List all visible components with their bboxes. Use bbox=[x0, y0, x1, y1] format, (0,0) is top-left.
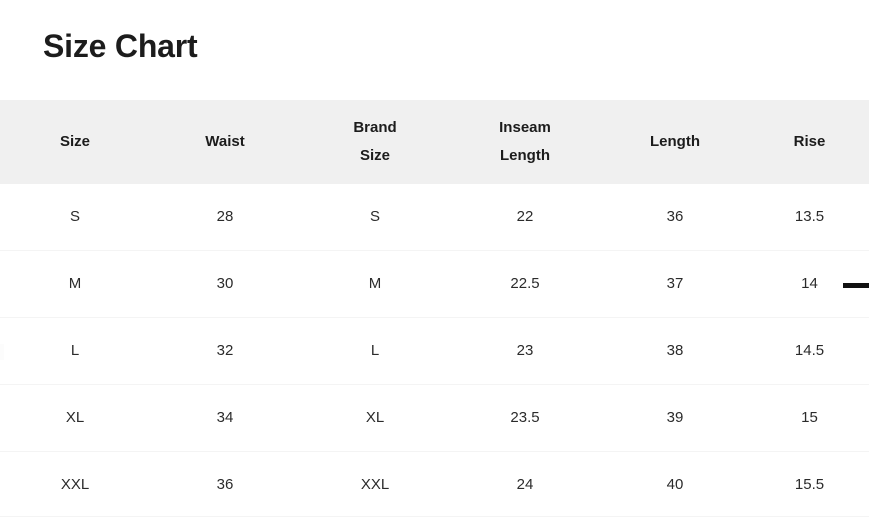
cell-waist: 30 bbox=[150, 250, 300, 318]
table-row: M 30 M 22.5 37 14 bbox=[0, 250, 869, 318]
column-header-length[interactable]: Length bbox=[650, 133, 700, 150]
cell-inseam-length: 23.5 bbox=[450, 384, 600, 452]
cell-size: XXL bbox=[0, 451, 150, 518]
cell-brand-size: XL bbox=[300, 384, 450, 452]
cell-length: 40 bbox=[600, 451, 750, 518]
cell-size: M bbox=[0, 250, 150, 318]
cell-waist: 32 bbox=[150, 317, 300, 385]
column-header-waist[interactable]: Waist bbox=[205, 133, 245, 150]
cell-size: L bbox=[0, 317, 150, 385]
column-header-brand-size[interactable]: Brand Size bbox=[353, 119, 397, 164]
table-bottom-divider bbox=[0, 516, 869, 517]
column-header-inseam-length[interactable]: Inseam Length bbox=[499, 119, 551, 164]
table-body: S 28 S 22 36 13.5 M 30 M 22.5 37 14 L 32… bbox=[0, 184, 869, 518]
cell-rise: 13.5 bbox=[794, 208, 825, 225]
cell-brand-size: L bbox=[300, 317, 450, 385]
cell-inseam-length: 24 bbox=[450, 451, 600, 518]
cell-length: 36 bbox=[666, 208, 684, 225]
horizontal-dash-icon bbox=[843, 283, 869, 288]
table-header: Size Waist Brand Size Inseam Length Leng… bbox=[0, 100, 869, 184]
left-edge-mark bbox=[0, 344, 4, 360]
column-header-rise[interactable]: Rise bbox=[793, 133, 826, 150]
cell-inseam-length: 22 bbox=[516, 208, 534, 225]
cell-brand-size: M bbox=[300, 250, 450, 318]
cell-waist: 34 bbox=[150, 384, 300, 452]
size-chart-table: Size Waist Brand Size Inseam Length Leng… bbox=[0, 100, 869, 518]
table-row: XL 34 XL 23.5 39 15 bbox=[0, 384, 869, 452]
cell-waist: 28 bbox=[216, 208, 234, 225]
cell-size: S bbox=[69, 208, 80, 225]
table-row: L 32 L 23 38 14.5 bbox=[0, 317, 869, 385]
cell-inseam-length: 22.5 bbox=[450, 250, 600, 318]
cell-length: 39 bbox=[600, 384, 750, 452]
cell-brand-size: S bbox=[369, 208, 380, 225]
page-title: Size Chart bbox=[43, 28, 198, 64]
cell-waist: 36 bbox=[150, 451, 300, 518]
table-row: XXL 36 XXL 24 40 15.5 bbox=[0, 451, 869, 518]
cell-length: 37 bbox=[600, 250, 750, 318]
table-row: S 28 S 22 36 13.5 bbox=[0, 184, 869, 251]
cell-rise: 14.5 bbox=[750, 317, 869, 385]
cell-size: XL bbox=[0, 384, 150, 452]
cell-rise: 15 bbox=[750, 384, 869, 452]
cell-length: 38 bbox=[600, 317, 750, 385]
cell-inseam-length: 23 bbox=[450, 317, 600, 385]
cell-rise: 15.5 bbox=[750, 451, 869, 518]
cell-rise: 14 bbox=[750, 250, 869, 318]
table-header-row: Size Waist Brand Size Inseam Length Leng… bbox=[0, 100, 869, 184]
cell-brand-size: XXL bbox=[300, 451, 450, 518]
column-header-size[interactable]: Size bbox=[59, 133, 90, 150]
